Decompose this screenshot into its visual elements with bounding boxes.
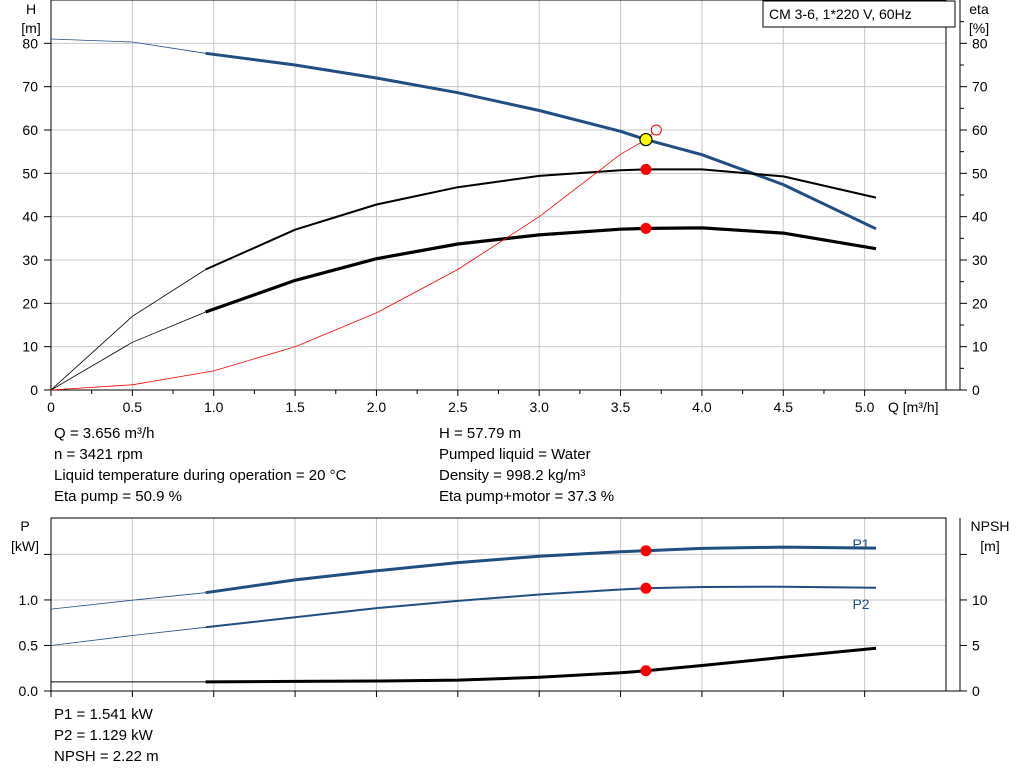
p1-curve-extrapolated bbox=[50, 592, 206, 610]
bottom-left-tick-label: 0.0 bbox=[19, 683, 39, 699]
info-npsh: NPSH = 2.22 m bbox=[54, 748, 159, 765]
info-eta-pump-motor: Eta pump+motor = 37.3 % bbox=[439, 488, 615, 505]
top-left-tick-label: 20 bbox=[22, 295, 38, 311]
bottom-left-tick-label: 0.5 bbox=[19, 637, 39, 653]
top-x-tick-label: 1.5 bbox=[285, 399, 305, 415]
bottom-right-tick-label: 0 bbox=[972, 683, 980, 699]
head-curve bbox=[205, 51, 877, 231]
top-right-tick-label: 20 bbox=[972, 295, 988, 311]
top-right-tick-label: 40 bbox=[972, 209, 988, 225]
top-left-tick-label: 0 bbox=[30, 382, 38, 398]
info-pumped-liquid: Pumped liquid = Water bbox=[439, 446, 591, 463]
top-x-axis-label: Q [m³/h] bbox=[888, 399, 939, 415]
top-right-tick-label: 30 bbox=[972, 252, 988, 268]
top-x-tick-label: 0.5 bbox=[123, 399, 143, 415]
info-p1: P1 = 1.541 kW bbox=[54, 706, 153, 723]
info-bottom: P1 = 1.541 kW P2 = 1.129 kW NPSH = 2.22 … bbox=[54, 704, 159, 767]
p1-operating-point bbox=[640, 545, 652, 557]
eta-pump-motor-curve bbox=[205, 226, 877, 314]
top-x-tick-label: 3.0 bbox=[529, 399, 549, 415]
top-x-tick-label: 4.5 bbox=[774, 399, 794, 415]
bottom-right-tick-label: 10 bbox=[972, 592, 988, 608]
top-left-tick-label: 70 bbox=[22, 79, 38, 95]
top-left-tick-label: 30 bbox=[22, 252, 38, 268]
top-right-tick-label: 10 bbox=[972, 339, 988, 355]
p1-series-label: P1 bbox=[852, 536, 869, 552]
bottom-left-axis-title: P bbox=[20, 518, 29, 534]
p2-series-label: P2 bbox=[852, 596, 869, 612]
bottom-right-axis-title: NPSH bbox=[971, 518, 1010, 534]
eta-pump-curve bbox=[205, 168, 877, 271]
bottom-plot-frame bbox=[50, 517, 947, 692]
info-p2: P2 = 1.129 kW bbox=[54, 727, 153, 744]
p2-curve bbox=[205, 585, 877, 629]
info-top-left: Q = 3.656 m³/h n = 3421 rpm Liquid tempe… bbox=[54, 423, 346, 507]
top-left-tick-label: 60 bbox=[22, 122, 38, 138]
npsh-operating-point bbox=[640, 665, 652, 677]
p1-curve bbox=[205, 545, 877, 595]
top-left-axis-title: H bbox=[26, 1, 36, 17]
info-head: H = 57.79 m bbox=[439, 425, 522, 442]
top-x-tick-label: 0 bbox=[47, 399, 55, 415]
top-left-axis-unit: [m] bbox=[21, 20, 40, 36]
p2-operating-point bbox=[640, 582, 652, 594]
top-x-tick-label: 1.0 bbox=[204, 399, 224, 415]
p2-curve-extrapolated bbox=[50, 626, 206, 646]
top-left-tick-label: 40 bbox=[22, 209, 38, 225]
top-left-tick-label: 10 bbox=[22, 339, 38, 355]
top-x-tick-label: 2.5 bbox=[448, 399, 468, 415]
info-speed: n = 3421 rpm bbox=[54, 446, 143, 463]
top-right-tick-label: 60 bbox=[972, 122, 988, 138]
head-operating-point bbox=[639, 132, 653, 147]
top-x-tick-label: 3.5 bbox=[611, 399, 631, 415]
eta-pump-operating-point bbox=[640, 163, 652, 175]
head-curve-extrapolated bbox=[50, 38, 206, 54]
bottom-left-tick-label: 1.0 bbox=[19, 592, 39, 608]
top-right-tick-label: 80 bbox=[972, 35, 988, 51]
bottom-right-axis-unit: [m] bbox=[980, 538, 999, 554]
top-x-tick-label: 2.0 bbox=[367, 399, 387, 415]
info-density: Density = 998.2 kg/m³ bbox=[439, 467, 586, 484]
top-plot-frame bbox=[50, 0, 947, 391]
top-x-tick-label: 4.0 bbox=[692, 399, 712, 415]
top-left-tick-label: 50 bbox=[22, 165, 38, 181]
info-flow: Q = 3.656 m³/h bbox=[54, 425, 155, 442]
eta-total-operating-point bbox=[640, 222, 652, 234]
top-right-tick-label: 0 bbox=[972, 382, 980, 398]
title-box bbox=[762, 0, 956, 28]
chart-title: CM 3-6, 1*220 V, 60Hz bbox=[769, 6, 912, 22]
top-x-tick-label: 5.0 bbox=[855, 399, 875, 415]
info-liquid-temperature: Liquid temperature during operation = 20… bbox=[54, 467, 347, 484]
top-right-axis-title: eta bbox=[969, 1, 989, 17]
bottom-right-tick-label: 5 bbox=[972, 637, 980, 653]
info-eta-pump: Eta pump = 50.9 % bbox=[54, 488, 182, 505]
info-top-right: H = 57.79 m Pumped liquid = Water Densit… bbox=[439, 423, 614, 507]
bottom-left-axis-unit: [kW] bbox=[11, 538, 39, 554]
top-right-tick-label: 50 bbox=[972, 165, 988, 181]
system-curve-end-marker bbox=[650, 124, 662, 136]
npsh-curve bbox=[205, 646, 877, 684]
system-curve bbox=[50, 129, 657, 391]
top-right-axis-unit: [%] bbox=[969, 20, 989, 36]
eta-pump-curve-extrapolated bbox=[50, 269, 206, 391]
eta-pump-motor-curve-extrapolated bbox=[50, 311, 206, 391]
top-left-tick-label: 80 bbox=[22, 35, 38, 51]
top-right-tick-label: 70 bbox=[972, 79, 988, 95]
